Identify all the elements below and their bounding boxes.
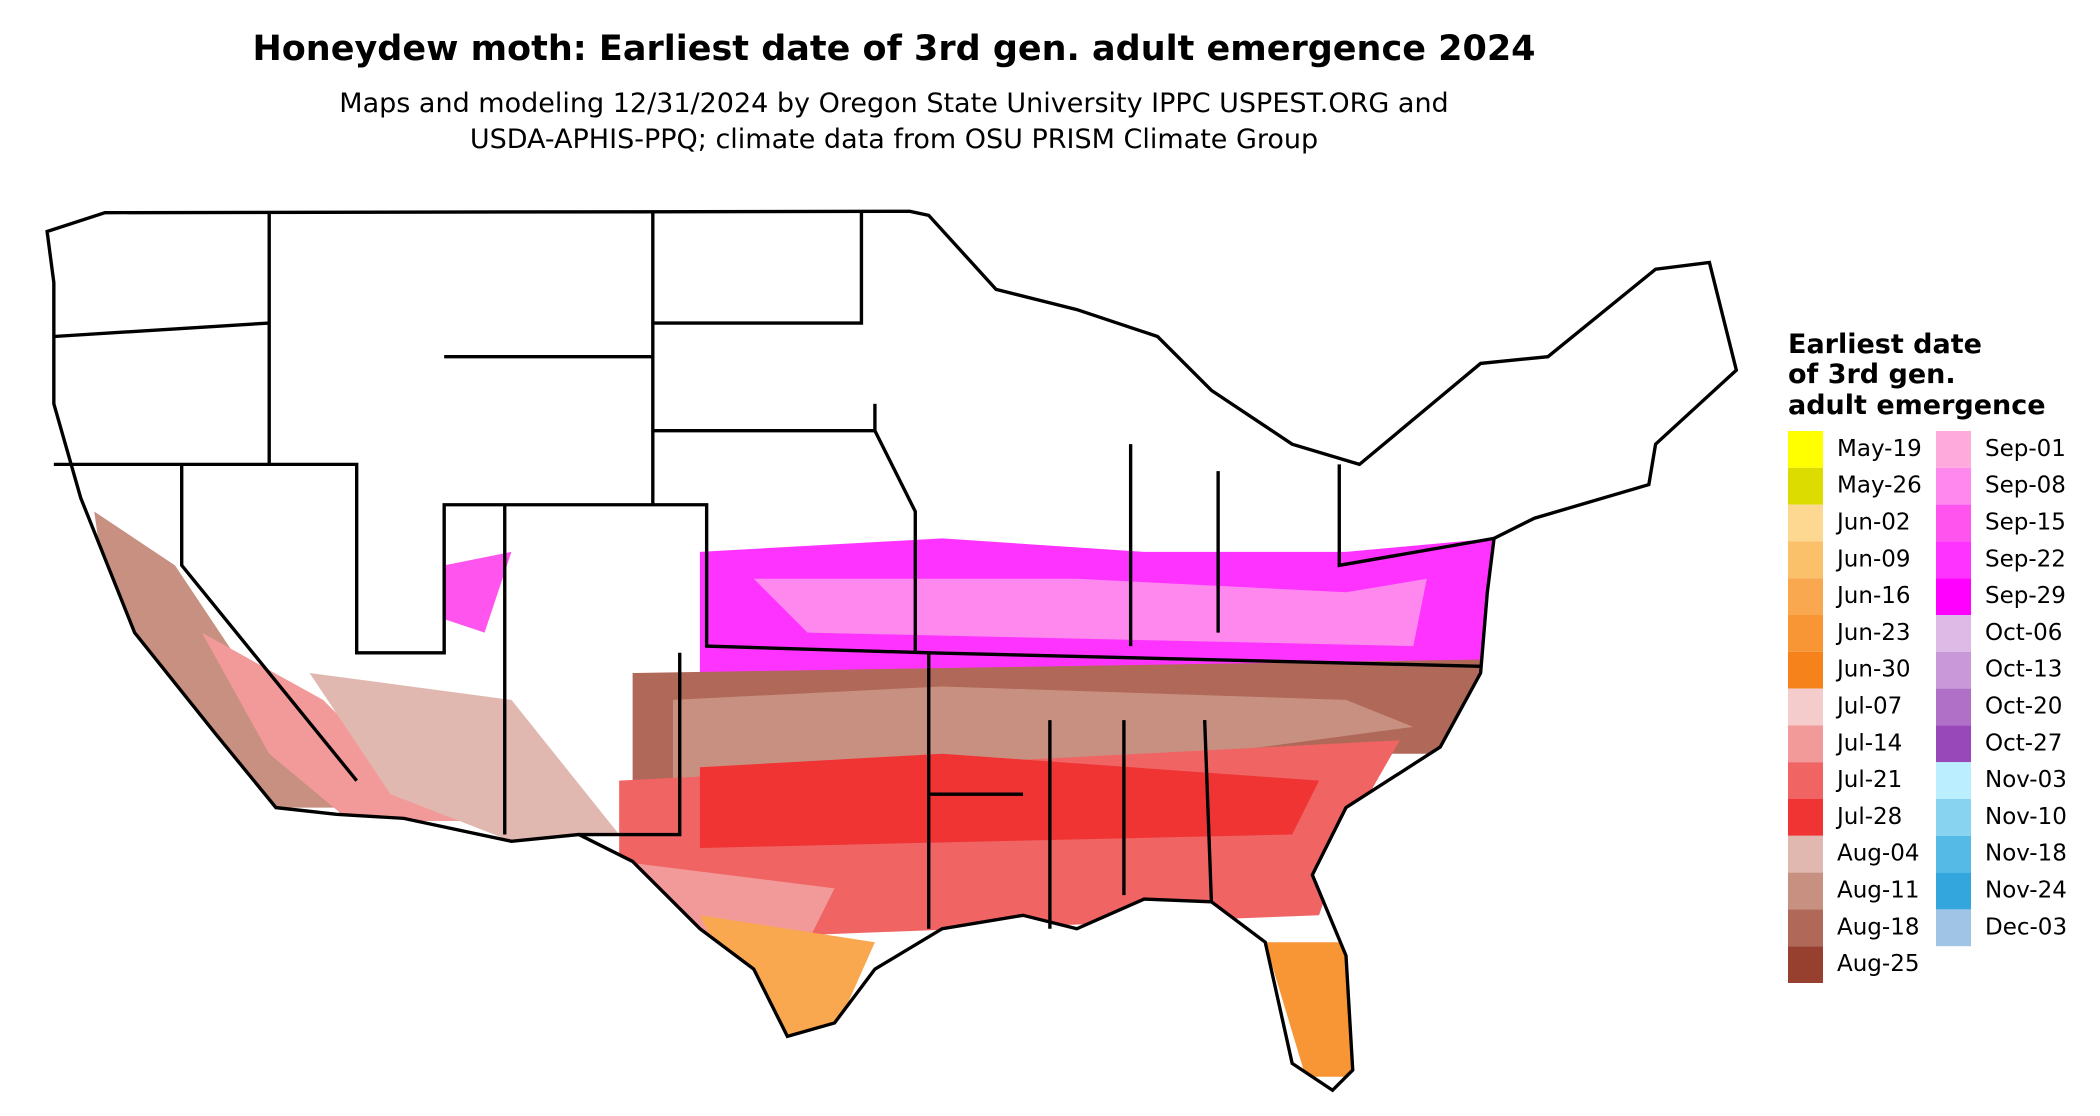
legend-swatch <box>1936 835 1971 873</box>
map-title: Honeydew moth: Earliest date of 3rd gen.… <box>252 29 1535 69</box>
legend-label: Oct-06 <box>1985 620 2062 646</box>
legend-label: Nov-18 <box>1985 841 2067 867</box>
legend-label: Aug-04 <box>1837 841 1919 867</box>
legend-swatch <box>1788 762 1823 799</box>
legend-swatch <box>1788 725 1823 763</box>
legend-label: Aug-11 <box>1837 878 1919 904</box>
legend-label: Nov-03 <box>1985 767 2067 793</box>
legend-label: Dec-03 <box>1985 914 2067 940</box>
legend-label: Aug-25 <box>1837 951 1919 977</box>
legend-swatch <box>1936 799 1971 836</box>
legend-swatch <box>1788 688 1823 726</box>
legend-label: Nov-10 <box>1985 804 2067 830</box>
legend-label: Jun-16 <box>1835 583 1911 609</box>
legend-label: Oct-13 <box>1985 657 2062 683</box>
legend-swatch <box>1788 651 1823 689</box>
map <box>45 209 1739 1093</box>
legend-label: Jul-14 <box>1835 730 1902 756</box>
legend-label: Sep-22 <box>1985 546 2066 572</box>
legend-title: Earliest date <box>1788 329 1982 360</box>
legend-title: adult emergence <box>1788 390 2046 421</box>
legend-label: Oct-27 <box>1985 730 2062 756</box>
legend-swatch <box>1936 615 1971 652</box>
legend-swatch <box>1936 541 1971 579</box>
legend-label: May-19 <box>1837 436 1922 462</box>
legend-label: Aug-18 <box>1837 914 1919 940</box>
legend-label: Jun-02 <box>1835 510 1911 536</box>
legend-label: Oct-20 <box>1985 694 2062 720</box>
legend-label: Sep-29 <box>1985 583 2066 609</box>
legend-swatch <box>1788 615 1823 652</box>
legend-swatch <box>1936 504 1971 542</box>
legend-swatch <box>1788 799 1823 836</box>
legend-swatch <box>1788 946 1823 983</box>
legend-swatch <box>1936 688 1971 726</box>
legend-label: Jun-30 <box>1835 657 1911 683</box>
boundaries <box>45 209 1739 1093</box>
legend-swatch <box>1936 909 1971 947</box>
legend-swatch <box>1936 725 1971 763</box>
legend-swatch <box>1788 431 1823 468</box>
legend-label: Jun-09 <box>1835 546 1911 572</box>
legend-label: Jul-28 <box>1835 804 1902 830</box>
legend-swatch <box>1936 578 1971 615</box>
legend-swatch <box>1936 431 1971 468</box>
legend-title: of 3rd gen. <box>1788 359 1956 390</box>
legend-label: Sep-08 <box>1985 473 2066 499</box>
legend-swatch <box>1936 467 1971 505</box>
legend-swatch <box>1788 578 1823 615</box>
legend-swatch <box>1936 762 1971 799</box>
legend-label: Jun-23 <box>1835 620 1911 646</box>
legend-swatch <box>1788 467 1823 505</box>
subtitle: Maps and modeling 12/31/2024 by Oregon S… <box>339 88 1448 119</box>
legend-label: Jul-21 <box>1835 767 1902 793</box>
legend-swatch <box>1788 504 1823 542</box>
legend-label: Jul-07 <box>1835 694 1902 720</box>
legend-label: May-26 <box>1837 473 1922 499</box>
subtitle: USDA-APHIS-PPQ; climate data from OSU PR… <box>470 124 1318 155</box>
legend-swatch <box>1788 835 1823 873</box>
legend: Earliest date of 3rd gen. adult emergenc… <box>1788 329 2067 983</box>
legend-swatch <box>1788 909 1823 947</box>
legend-swatch <box>1788 541 1823 579</box>
legend-label: Nov-24 <box>1985 878 2067 904</box>
legend-swatch <box>1788 872 1823 910</box>
map-fill <box>94 511 1495 1091</box>
legend-swatch <box>1936 651 1971 689</box>
legend-swatch <box>1936 872 1971 910</box>
legend-label: Sep-01 <box>1985 436 2066 462</box>
legend-label: Sep-15 <box>1985 510 2066 536</box>
